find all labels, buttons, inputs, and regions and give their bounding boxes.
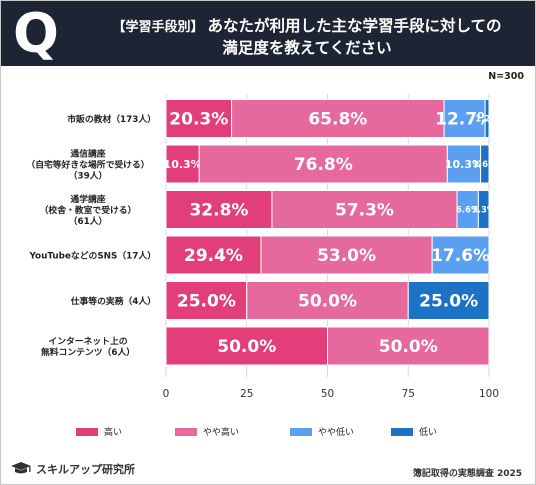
q-letter: Q [13, 1, 59, 65]
legend: 高い やや高い やや低い 低い [0, 425, 536, 439]
x-tick-label-1: 25 [240, 388, 253, 400]
category-label-2-2: （61人） [69, 215, 108, 227]
x-tick-label-2: 50 [321, 388, 334, 400]
legend-label-low: 低い [419, 428, 438, 438]
category-label-0-0: 市販の教材（173人） [67, 113, 156, 125]
bar-segment-0-0 [165, 99, 233, 138]
brand-logo: スキルアップ研究所 [10, 461, 135, 477]
category-label-2-0: 通学講座 [70, 193, 105, 205]
data-label-1-1: 76.8% [294, 155, 353, 175]
legend-item-somewhat-high: やや高い [175, 425, 239, 438]
bar-segment-4-1 [246, 281, 409, 320]
bar-segment-1-2 [446, 144, 482, 184]
data-label-3-2: 17.6% [431, 246, 490, 266]
bar-segment-1-0 [165, 144, 200, 184]
data-label-3-0: 29.4% [184, 246, 243, 266]
title-tag: 【学習手段別】 [112, 20, 204, 35]
bar-segment-3-1 [260, 235, 433, 275]
legend-swatch-low [391, 427, 413, 436]
legend-label-high: 高い [104, 428, 123, 438]
category-label-5-0: インターネット上の [48, 335, 127, 347]
data-label-1-0: 10.3% [164, 158, 202, 171]
question-header: Q 【学習手段別】 あなたが利用した主な学習手段に対しての 満足度を教えてください [1, 1, 535, 66]
category-label-2-1: （校舎・教室で受ける） [40, 204, 137, 216]
x-tick-label-4: 100 [479, 388, 499, 400]
data-label-2-2: 6.6% [456, 206, 480, 216]
category-label-5-1: 無料コンテンツ（6人） [41, 346, 135, 358]
bar-segment-2-3 [477, 190, 490, 229]
legend-item-high: 高い [76, 425, 122, 438]
data-label-5-1: 50.0% [379, 337, 438, 357]
x-tick-label-0: 0 [163, 388, 170, 400]
data-label-1-3: 2.6% [473, 160, 497, 170]
legend-item-somewhat-low: やや低い [290, 425, 354, 438]
bar-segment-4-0 [165, 281, 248, 320]
category-label-3-0: YouTubeなどのSNS（17人） [29, 250, 157, 262]
bar-segment-1-3 [480, 144, 490, 184]
data-label-0-2: 12.7% [435, 110, 494, 130]
legend-label-somewhat-high: やや高い [203, 428, 240, 438]
sample-size: N=300 [488, 71, 524, 82]
bar-segment-0-1 [231, 99, 445, 138]
legend-item-low: 低い [391, 425, 437, 438]
graduation-cap-icon [11, 462, 31, 474]
data-label-5-0: 50.0% [217, 337, 276, 357]
data-label-4-0: 25.0% [177, 292, 236, 312]
legend-swatch-somewhat-high [175, 427, 197, 436]
data-label-3-1: 53.0% [317, 246, 376, 266]
category-label-4-0: 仕事等の実務（4人） [70, 295, 156, 307]
bar-segment-2-1 [271, 190, 458, 229]
data-label-1-2: 10.3% [445, 158, 483, 171]
category-label-1-2: （39人） [69, 170, 108, 182]
data-label-2-1: 57.3% [335, 201, 394, 221]
legend-swatch-high [76, 427, 98, 436]
bar-segment-3-0 [165, 235, 262, 275]
data-label-4-1: 50.0% [298, 292, 357, 312]
source-credit: 簿記取得の実態調査 2025 [412, 469, 522, 479]
category-label-1-1: （自宅等好きな場所で受ける） [26, 159, 149, 171]
bar-segment-0-3 [484, 99, 490, 138]
data-label-2-0: 32.8% [189, 201, 248, 221]
bar-segment-2-0 [165, 190, 273, 229]
title-line-1: 【学習手段別】 あなたが利用した主な学習手段に対しての [87, 16, 527, 38]
legend-label-somewhat-low: やや低い [318, 428, 355, 438]
q-mark: Q [1, 1, 71, 66]
title-line-2: 満足度を教えてください [222, 39, 392, 57]
question-title: 【学習手段別】 あなたが利用した主な学習手段に対しての 満足度を教えてください [87, 16, 527, 58]
title-text-1: あなたが利用した主な学習手段に対しての [207, 17, 502, 35]
bar-segment-3-2 [431, 235, 490, 275]
bar-segment-1-1 [198, 144, 448, 184]
bar-segment-0-2 [443, 99, 486, 138]
category-label-1-0: 通信講座 [70, 148, 105, 160]
data-label-0-1: 65.8% [308, 110, 367, 130]
data-label-4-3: 25.0% [419, 292, 478, 312]
data-label-0-0: 20.3% [169, 110, 228, 130]
brand-name: スキルアップ研究所 [36, 463, 135, 476]
x-tick-label-3: 75 [402, 388, 415, 400]
legend-swatch-somewhat-low [290, 427, 312, 436]
bar-segment-4-3 [407, 281, 490, 320]
data-label-0-3: 1.2% [475, 115, 499, 125]
data-label-2-3: 3.3% [472, 206, 496, 216]
bar-segment-5-1 [327, 326, 490, 366]
